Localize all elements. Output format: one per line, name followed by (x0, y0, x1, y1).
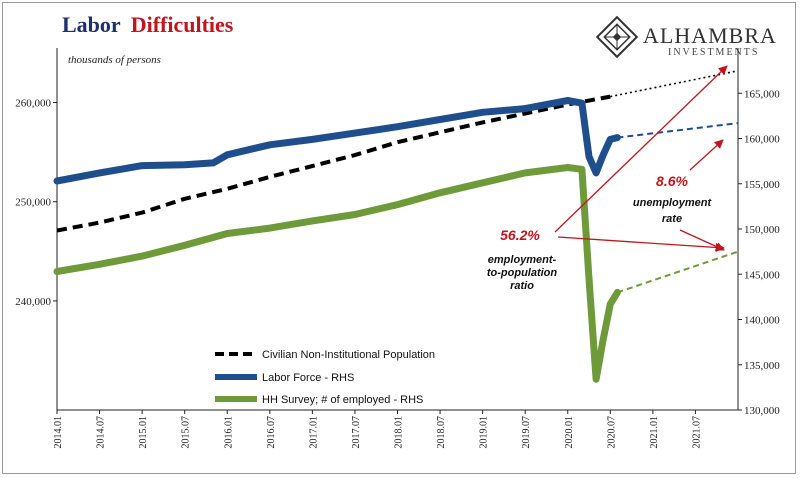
right-tick-label: 140,000 (744, 315, 780, 327)
x-tick-label: 2017.01 (308, 416, 319, 449)
series-employed-projection (617, 250, 739, 294)
x-tick-label: 2016.01 (223, 416, 234, 449)
x-tick-label: 2018.07 (436, 416, 447, 449)
annotation-epop: 56.2% employment- to-population ratio (487, 227, 558, 292)
arrow-epop-to-population (554, 65, 728, 233)
chart-title: Labor Difficulties (62, 12, 234, 37)
annotation-unemployment-line2: rate (662, 213, 682, 225)
legend-label-laborforce: Labor Force - RHS (262, 372, 354, 384)
annotation-unemployment-value: 8.6% (656, 173, 688, 189)
series-population-projection (610, 70, 739, 98)
x-tick-label: 2020.01 (564, 416, 575, 449)
series-laborforce-projection (617, 122, 739, 139)
left-tick-label: 250,000 (15, 197, 51, 209)
legend: Civilian Non-Institutional Population La… (215, 349, 435, 406)
right-tick-label: 135,000 (744, 360, 780, 372)
x-tick-label: 2021.01 (649, 416, 660, 449)
x-tick-label: 2019.07 (521, 416, 532, 449)
series-layer (53, 70, 739, 383)
series-employed-line (53, 164, 621, 383)
right-axis-ticks: 130,000 135,000 140,000 145,000 150,000 155,0… (738, 88, 780, 417)
arrow-unemp-to-laborforce (689, 139, 724, 171)
x-tick-label: 2014.07 (96, 416, 107, 449)
logo-name: ALHAMBRA (643, 23, 777, 48)
left-tick-label: 240,000 (15, 296, 51, 308)
title-word-2: Difficulties (131, 12, 234, 37)
x-tick-label: 2015.01 (138, 416, 149, 449)
left-axis-ticks: 240,000 250,000 260,000 (15, 98, 57, 308)
series-laborforce-line (53, 97, 621, 185)
right-tick-label: 150,000 (744, 224, 780, 236)
annotation-epop-line3: ratio (510, 280, 534, 292)
x-tick-label: 2016.07 (266, 416, 277, 449)
x-tick-label: 2014.01 (53, 416, 64, 449)
left-tick-label: 260,000 (15, 98, 51, 110)
right-tick-label: 160,000 (744, 134, 780, 146)
arrow-epop-to-employed (557, 236, 725, 252)
diamond-lattice-icon (595, 15, 639, 59)
right-tick-label: 130,000 (744, 405, 780, 417)
logo-sub: INVESTMENTS (668, 47, 759, 58)
annotation-epop-value: 56.2% (500, 227, 540, 243)
x-tick-label: 2019.01 (479, 416, 490, 449)
legend-label-population: Civilian Non-Institutional Population (262, 349, 435, 361)
right-tick-label: 145,000 (744, 269, 780, 281)
x-tick-label: 2018.01 (394, 416, 405, 449)
annotation-epop-line1: employment- (488, 254, 557, 266)
x-tick-label: 2017.07 (351, 416, 362, 449)
arrow-unemp-to-employed (679, 229, 725, 251)
x-tick-label: 2021.07 (691, 416, 702, 449)
x-tick-label: 2015.07 (181, 416, 192, 449)
right-tick-label: 155,000 (744, 179, 780, 191)
chart-subtitle: thousands of persons (68, 54, 161, 66)
x-tick-label: 2020.07 (606, 416, 617, 449)
annotation-unemployment-line1: unemployment (633, 197, 713, 209)
right-tick-label: 165,000 (744, 88, 780, 100)
annotation-epop-line2: to-population (487, 267, 558, 279)
title-word-1: Labor (62, 12, 121, 37)
legend-label-employed: HH Survey; # of employed - RHS (262, 394, 423, 406)
annotation-unemployment: 8.6% unemployment rate (633, 173, 713, 225)
x-axis-ticks: 2014.01 2014.07 2015.01 2015.07 2016.01 2016.… (53, 410, 702, 449)
